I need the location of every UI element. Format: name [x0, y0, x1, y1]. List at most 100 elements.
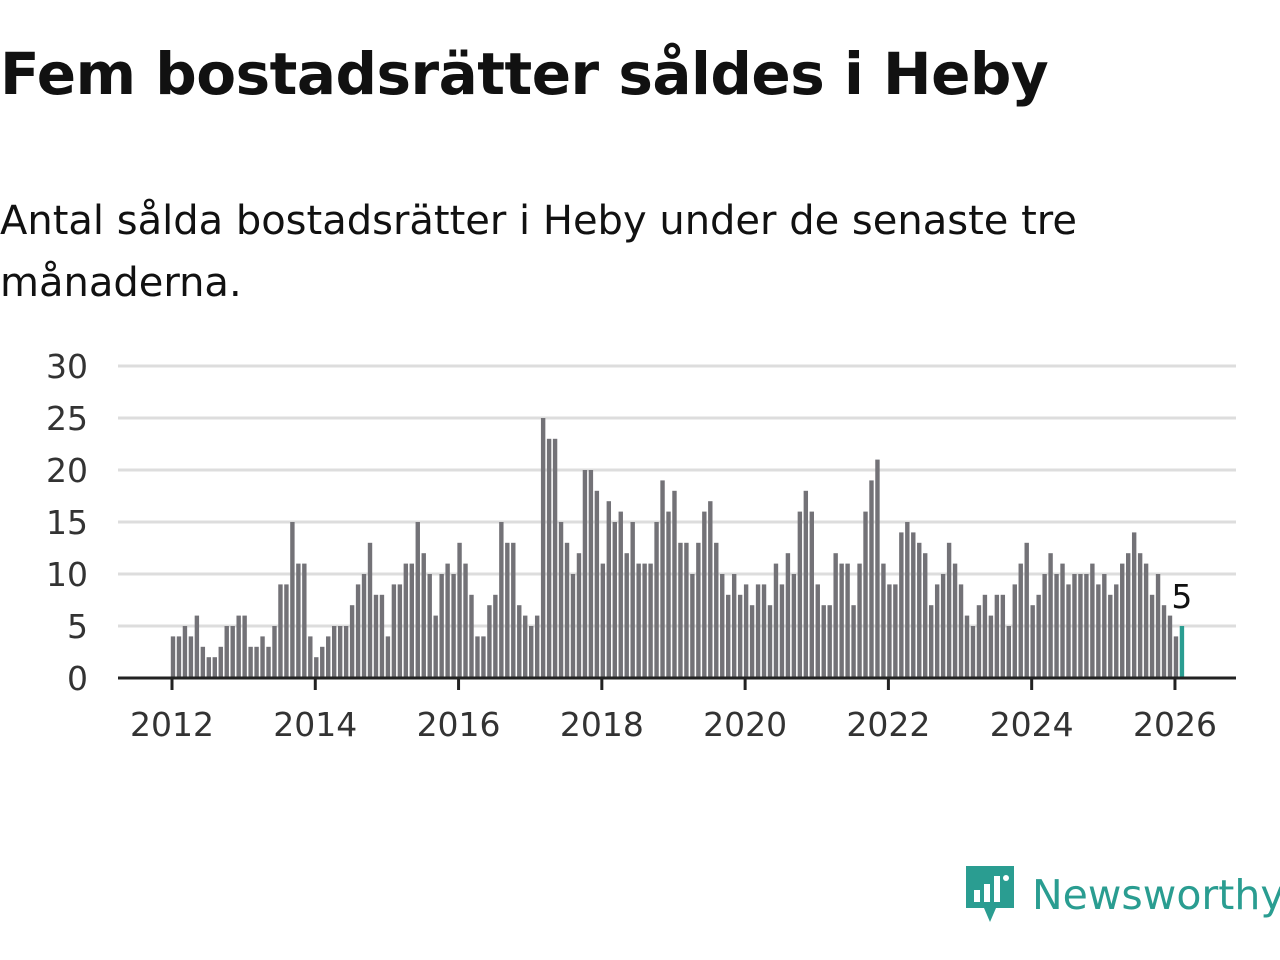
bar: [1018, 563, 1023, 678]
bar: [1143, 563, 1149, 678]
bar: [505, 542, 510, 678]
bar: [833, 553, 838, 678]
bar: [1024, 542, 1029, 678]
y-axis-ticks: 0 5 10 15 20 25 30: [46, 347, 88, 698]
bar: [923, 553, 928, 678]
bar: [851, 605, 856, 678]
bar: [529, 626, 534, 678]
bar: [1012, 584, 1017, 678]
bar: [1048, 553, 1053, 678]
y-tick-label: 5: [67, 607, 88, 646]
bar: [403, 563, 409, 678]
x-tick-label: 2018: [560, 705, 644, 744]
bar: [457, 542, 462, 678]
bar: [893, 584, 898, 678]
bar: [1006, 626, 1011, 678]
brand: Newsworthy: [964, 864, 1280, 926]
bar: [284, 584, 289, 678]
bar: [636, 563, 641, 678]
bar: [726, 594, 731, 678]
bar: [881, 563, 886, 678]
bar: [1137, 553, 1143, 678]
bar: [385, 636, 391, 678]
x-tick-label: 2020: [703, 705, 787, 744]
bar: [230, 626, 235, 678]
bar: [672, 490, 677, 678]
bar: [946, 542, 952, 678]
bar: [278, 584, 283, 678]
bar: [463, 563, 468, 678]
bar: [773, 563, 779, 678]
y-tick-label: 20: [46, 451, 88, 490]
bar: [355, 584, 361, 678]
bar: [749, 605, 755, 678]
bar: [224, 626, 229, 678]
y-tick-label: 15: [46, 503, 88, 542]
bar: [642, 563, 647, 678]
bar: [302, 563, 307, 678]
bar: [988, 615, 994, 678]
bar: [606, 501, 612, 678]
bar: [1096, 584, 1101, 678]
bar: [337, 626, 343, 678]
x-tick-label: 2022: [846, 705, 930, 744]
chart-subtitle: Antal sålda bostadsrätter i Heby under d…: [0, 198, 1077, 306]
bar: [737, 594, 743, 678]
bar: [928, 605, 934, 678]
bar: [540, 418, 546, 678]
bar: [242, 615, 247, 678]
bar: [917, 542, 922, 678]
bar: [696, 542, 701, 678]
newsworthy-logo-icon: [966, 866, 1014, 922]
bar: [630, 522, 635, 678]
bar: [940, 574, 946, 678]
bar: [1054, 574, 1059, 678]
bar: [648, 563, 653, 678]
bar: [869, 480, 874, 678]
bar: [588, 470, 594, 678]
bar: [349, 605, 355, 678]
bar: [594, 490, 600, 678]
bar: [409, 563, 414, 678]
bar: [785, 553, 791, 678]
bar: [170, 636, 176, 678]
bar: [905, 522, 910, 678]
bar: [523, 615, 528, 678]
y-tick-label: 25: [46, 399, 88, 438]
bar: [857, 563, 862, 678]
bar: [493, 594, 498, 678]
bar: [326, 636, 331, 678]
bar: [421, 553, 426, 678]
bar: [308, 636, 313, 678]
y-tick-label: 0: [67, 659, 88, 698]
x-tick-label: 2012: [130, 705, 214, 744]
bar: [218, 646, 223, 678]
bar: [803, 490, 809, 678]
bar: [1108, 594, 1113, 678]
bar: [367, 542, 373, 678]
bar: [1090, 563, 1095, 678]
bar: [194, 615, 200, 678]
bar: [260, 636, 265, 678]
bar: [475, 636, 480, 678]
bar: [570, 574, 576, 678]
bar: [397, 584, 403, 678]
bar: [361, 574, 367, 678]
bar: [439, 574, 444, 678]
bar: [702, 511, 707, 678]
bar: [600, 563, 606, 678]
bar: [660, 480, 665, 678]
bar: [576, 553, 582, 678]
bar: [934, 584, 940, 678]
bar: [564, 542, 570, 678]
bar: [552, 438, 558, 678]
bars: [170, 418, 1185, 678]
bar: [206, 657, 212, 678]
bar: [1155, 574, 1161, 678]
bar: [582, 470, 588, 678]
bar: [1078, 574, 1083, 678]
bar: [982, 594, 988, 678]
bar: [952, 563, 958, 678]
bar: [176, 636, 182, 678]
bar: [678, 542, 683, 678]
